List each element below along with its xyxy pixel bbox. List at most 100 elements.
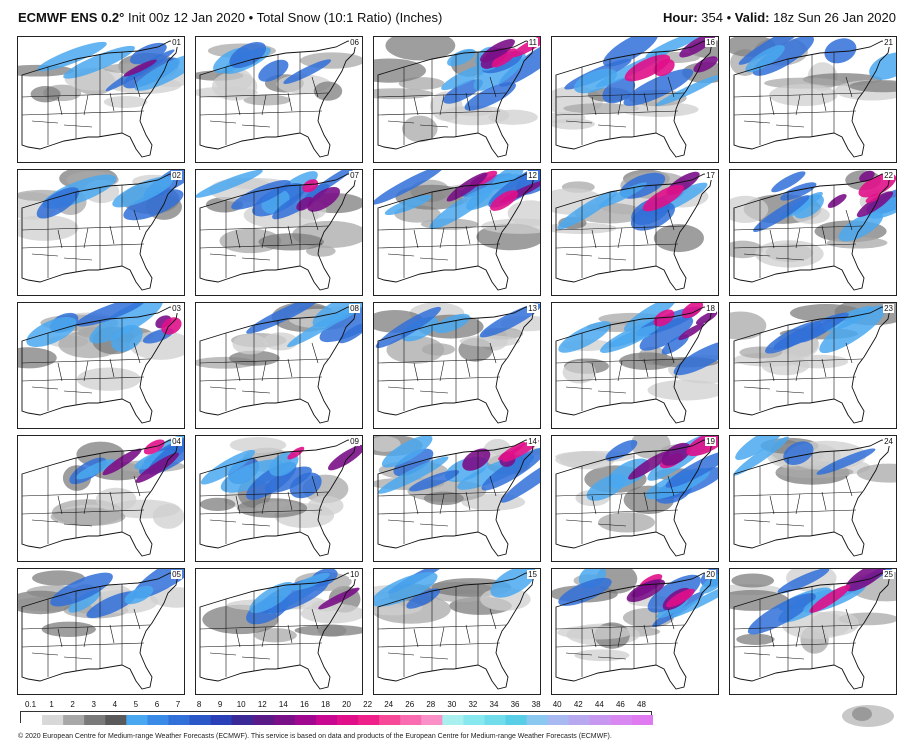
moderate-snow-area	[200, 449, 256, 485]
ensemble-member-panel: 19	[551, 435, 719, 562]
coastline	[21, 173, 179, 291]
state-border	[21, 624, 151, 630]
heavy-snow-area	[678, 323, 705, 341]
moderate-snow-area	[558, 577, 612, 606]
state-border	[555, 92, 685, 98]
ensemble-member-panel: 05	[17, 568, 185, 695]
snow-map	[733, 436, 896, 557]
heavy-snow-area	[327, 444, 362, 471]
state-border	[845, 342, 853, 364]
legend-swatch	[315, 715, 338, 725]
heavy-snow-area	[624, 54, 671, 82]
light-snow-area	[294, 624, 362, 636]
state-border	[555, 509, 679, 515]
state-border	[209, 120, 237, 124]
moderate-snow-area	[283, 59, 332, 84]
state-border	[57, 96, 63, 116]
state-border	[667, 608, 675, 630]
snow-map	[374, 569, 536, 690]
light-snow-area	[423, 491, 464, 506]
state-border	[287, 358, 293, 378]
coastline	[555, 572, 713, 690]
state-border	[21, 491, 151, 497]
member-number: 18	[705, 304, 716, 313]
state-border	[667, 209, 675, 231]
legend-color-bar	[20, 711, 654, 725]
state-border	[795, 493, 801, 515]
model-name: ECMWF ENS 0.2°	[18, 10, 125, 25]
legend-swatch	[358, 715, 380, 725]
light-snow-area	[562, 360, 597, 384]
light-snow-area	[481, 218, 540, 234]
ensemble-member-panel: 07	[195, 169, 363, 296]
state-border	[377, 624, 507, 630]
legend-swatch	[400, 715, 422, 725]
legend-tick: 22	[363, 700, 373, 709]
state-border	[555, 491, 685, 497]
state-border	[57, 229, 63, 249]
heavy-snow-area	[318, 587, 360, 610]
moderate-snow-area	[249, 581, 294, 614]
state-border	[555, 225, 685, 231]
state-border	[845, 209, 853, 231]
moderate-snow-area	[753, 195, 810, 232]
light-snow-area	[653, 224, 704, 253]
legend-tick: 6	[154, 700, 160, 709]
light-snow-area	[559, 451, 615, 470]
ensemble-member-panel: 15	[373, 568, 541, 695]
ensemble-member-panel: 10	[195, 568, 363, 695]
ensemble-member-panel: 20	[551, 568, 719, 695]
light-snow-area	[598, 512, 655, 533]
state-border	[413, 362, 419, 382]
ensemble-member-panel: 11	[373, 36, 541, 163]
state-border	[241, 124, 271, 128]
moderate-snow-area	[374, 170, 445, 205]
legend-swatch	[84, 715, 106, 725]
state-border	[199, 491, 329, 497]
state-border	[199, 243, 323, 249]
state-border	[21, 110, 145, 116]
valid-time: Hour: 354 • Valid: 18z Sun 26 Jan 2020	[663, 10, 896, 25]
moderate-snow-area	[231, 179, 291, 210]
state-border	[83, 227, 89, 249]
moderate-snow-area	[557, 190, 618, 230]
snow-map	[18, 170, 184, 291]
state-border	[439, 94, 445, 116]
state-border	[377, 358, 507, 364]
state-border	[311, 76, 319, 98]
heavy-snow-area	[856, 191, 894, 218]
light-snow-area	[730, 311, 767, 340]
state-border	[643, 225, 649, 245]
state-border	[597, 124, 627, 128]
state-border	[419, 257, 449, 261]
state-border	[21, 92, 151, 98]
state-border	[733, 642, 857, 648]
legend-swatch	[189, 715, 212, 725]
state-border	[743, 253, 771, 257]
state-border	[775, 124, 805, 128]
state-border	[775, 390, 805, 394]
state-border	[261, 626, 267, 648]
moderate-snow-area	[630, 201, 675, 231]
member-number: 13	[527, 304, 538, 313]
moderate-snow-area	[68, 590, 101, 613]
state-border	[617, 493, 623, 515]
state-border	[235, 229, 241, 249]
state-border	[591, 96, 597, 116]
light-snow-area	[255, 501, 302, 514]
state-border	[199, 376, 323, 382]
snow-map	[199, 569, 362, 690]
member-number: 17	[705, 171, 716, 180]
legend-tick: 5	[133, 700, 139, 709]
member-number: 24	[883, 437, 894, 446]
coastline	[199, 173, 357, 291]
state-border	[465, 624, 471, 644]
legend-tick: 8	[196, 700, 202, 709]
state-border	[31, 120, 59, 124]
moderate-snow-area	[375, 306, 442, 349]
legend-swatch	[526, 715, 549, 725]
legend-tick: 28	[426, 700, 436, 709]
state-border	[775, 257, 805, 261]
state-border	[821, 624, 827, 644]
heavy-snow-area	[490, 190, 518, 211]
